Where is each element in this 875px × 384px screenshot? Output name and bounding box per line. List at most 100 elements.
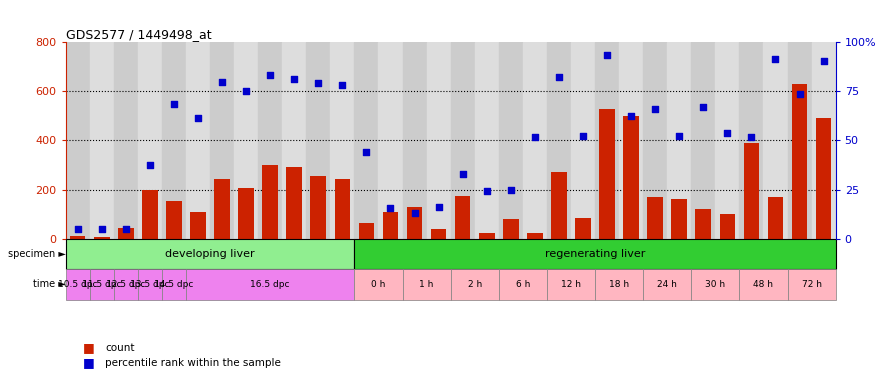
Bar (763, 239, 788, 269)
Point (696, 104, 710, 110)
Bar (306, 239, 331, 269)
Bar (114, 269, 138, 300)
Bar (238, 189, 254, 239)
Bar (696, 209, 711, 239)
Bar (114, 42, 138, 239)
Bar (306, 42, 331, 239)
Bar (162, 269, 186, 300)
Text: percentile rank within the sample: percentile rank within the sample (105, 358, 281, 368)
Bar (234, 239, 258, 269)
Text: regenerating liver: regenerating liver (545, 249, 645, 259)
Bar (499, 42, 523, 239)
Point (552, 74, 566, 80)
Point (745, 134, 759, 140)
Text: developing liver: developing liver (165, 249, 255, 259)
Bar (595, 42, 619, 239)
Text: 0 h: 0 h (371, 280, 386, 289)
Bar (407, 207, 423, 239)
Bar (70, 236, 86, 239)
Bar (382, 212, 398, 239)
Bar (166, 201, 182, 239)
Bar (66, 239, 354, 269)
Point (94, 226, 108, 232)
Text: 6 h: 6 h (515, 280, 530, 289)
Bar (430, 229, 446, 239)
Bar (719, 214, 735, 239)
Point (720, 130, 734, 136)
Bar (739, 269, 788, 300)
Bar (210, 239, 235, 269)
Text: ■: ■ (83, 341, 94, 354)
Bar (331, 239, 354, 269)
Text: 18 h: 18 h (609, 280, 629, 289)
Bar (258, 239, 282, 269)
Point (263, 72, 277, 78)
Bar (142, 190, 158, 239)
Bar (788, 42, 812, 239)
Bar (691, 269, 739, 300)
Bar (186, 269, 354, 300)
Text: 24 h: 24 h (657, 280, 677, 289)
Bar (547, 269, 595, 300)
Bar (475, 42, 499, 239)
Bar (234, 42, 258, 239)
Point (143, 162, 157, 168)
Bar (620, 42, 643, 239)
Point (215, 78, 229, 84)
Bar (691, 42, 716, 239)
Bar (523, 239, 547, 269)
Bar (767, 197, 783, 239)
Bar (716, 239, 739, 269)
Point (793, 91, 807, 97)
Point (239, 88, 253, 94)
Text: 14.5 dpc: 14.5 dpc (154, 280, 193, 289)
Text: 10.5 dpc: 10.5 dpc (58, 280, 97, 289)
Bar (499, 269, 547, 300)
Bar (214, 179, 230, 239)
Text: 12 h: 12 h (561, 280, 581, 289)
Point (576, 132, 590, 139)
Bar (503, 219, 519, 239)
Bar (551, 172, 567, 239)
Bar (792, 84, 808, 239)
Bar (763, 42, 788, 239)
Bar (354, 239, 836, 269)
Bar (475, 239, 499, 269)
Point (335, 82, 349, 88)
Bar (595, 269, 643, 300)
Point (167, 101, 181, 107)
Bar (744, 143, 760, 239)
Bar (671, 199, 687, 239)
Bar (427, 42, 451, 239)
Bar (451, 269, 499, 300)
Bar (331, 42, 354, 239)
Bar (66, 42, 90, 239)
Bar (643, 42, 668, 239)
Bar (379, 239, 402, 269)
Point (624, 113, 638, 119)
Bar (262, 165, 278, 239)
Bar (575, 218, 591, 239)
Text: 1 h: 1 h (419, 280, 434, 289)
Bar (451, 239, 475, 269)
Text: 2 h: 2 h (467, 280, 482, 289)
Bar (90, 42, 114, 239)
Bar (739, 239, 763, 269)
Point (312, 80, 326, 86)
Point (768, 56, 782, 63)
Text: 30 h: 30 h (705, 280, 725, 289)
Point (191, 115, 205, 121)
Bar (118, 228, 134, 239)
Bar (286, 167, 302, 239)
Point (456, 170, 470, 177)
Bar (623, 116, 639, 239)
Bar (354, 239, 379, 269)
Bar (138, 269, 162, 300)
Point (383, 205, 397, 211)
Bar (138, 239, 162, 269)
Bar (455, 196, 471, 239)
Bar (334, 179, 350, 239)
Text: count: count (105, 343, 135, 353)
Bar (479, 233, 494, 239)
Bar (162, 239, 186, 269)
